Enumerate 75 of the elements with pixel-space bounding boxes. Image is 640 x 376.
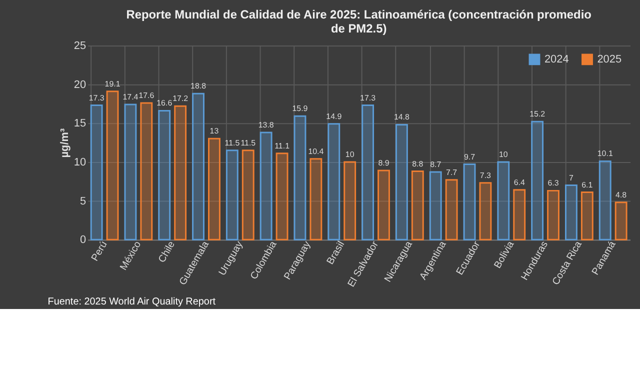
data-label: 9.7 <box>464 152 476 162</box>
data-label: 15.9 <box>292 104 308 114</box>
data-label: 17.3 <box>360 93 376 102</box>
data-label: 7.3 <box>480 170 492 180</box>
bar <box>531 120 544 240</box>
data-label: 16.6 <box>156 98 173 108</box>
bar <box>90 104 103 240</box>
bar <box>276 152 288 240</box>
data-label: 10.1 <box>597 149 614 158</box>
bar <box>260 132 272 240</box>
data-label: 17.2 <box>172 94 189 104</box>
legend-label: 2025 <box>597 53 622 66</box>
data-label: 8.8 <box>412 159 424 168</box>
bar <box>580 191 594 240</box>
bar <box>411 170 424 240</box>
data-label: 13.8 <box>258 120 274 130</box>
bar <box>362 104 374 240</box>
data-label: 6.4 <box>514 178 526 187</box>
y-axis-title: µg/m³ <box>58 128 71 158</box>
bar <box>344 161 356 240</box>
data-label: 10 <box>498 150 508 159</box>
bar <box>226 150 238 240</box>
bar <box>378 170 390 240</box>
data-label: 7.7 <box>446 168 458 177</box>
chart-title: Reporte Mundial de Calidad de Aire 2025: Latinoamérica (concentración promedio de PM2.5) <box>126 8 592 36</box>
y-tick-label: 15 <box>74 118 86 130</box>
data-label: 17.4 <box>122 92 139 102</box>
y-tick-label: 5 <box>80 195 86 208</box>
data-label: 15.2 <box>530 110 546 119</box>
bar <box>208 138 220 240</box>
data-label: 7 <box>568 173 574 182</box>
legend-label: 2024 <box>544 53 569 66</box>
data-label: 18.8 <box>190 82 207 91</box>
source-note: Fuente: 2025 World Air Quality Report <box>48 296 216 308</box>
data-label: 11.5 <box>240 138 256 148</box>
data-label: 6.1 <box>582 180 594 190</box>
bar <box>174 105 187 240</box>
bar <box>106 90 119 240</box>
bar <box>328 123 340 240</box>
data-label: 4.8 <box>616 190 628 200</box>
data-label: 17.3 <box>88 93 105 102</box>
bar <box>463 164 476 240</box>
bar <box>395 124 408 240</box>
y-tick-label: 0 <box>80 234 86 246</box>
data-label: 19.1 <box>104 79 121 88</box>
data-label: 11.5 <box>224 138 240 148</box>
data-label: 17.6 <box>138 90 155 100</box>
bar <box>513 189 526 240</box>
bar <box>192 92 204 240</box>
bar <box>614 202 628 240</box>
y-tick-label: 25 <box>74 40 86 52</box>
data-label: 8.7 <box>430 160 442 170</box>
y-tick-label: 10 <box>74 156 86 168</box>
bar <box>124 104 137 240</box>
data-label: 13 <box>210 126 220 136</box>
data-label: 6.3 <box>548 178 560 188</box>
bar <box>547 190 560 240</box>
bar <box>445 179 458 240</box>
data-label: 8.9 <box>378 158 390 168</box>
bar <box>310 158 322 240</box>
data-label: 14.8 <box>394 112 410 122</box>
bar <box>294 115 306 240</box>
y-tick-label: 20 <box>74 78 86 91</box>
bar <box>479 182 492 240</box>
data-label: 11.1 <box>274 141 290 150</box>
bar <box>158 110 171 240</box>
bar <box>598 160 612 240</box>
bar <box>429 171 442 240</box>
bar <box>564 184 578 240</box>
data-label: 10.4 <box>308 146 324 156</box>
data-label: 14.9 <box>326 112 342 121</box>
bar <box>140 102 153 240</box>
bar <box>242 150 254 240</box>
data-label: 10 <box>345 150 355 159</box>
bar <box>497 161 510 240</box>
